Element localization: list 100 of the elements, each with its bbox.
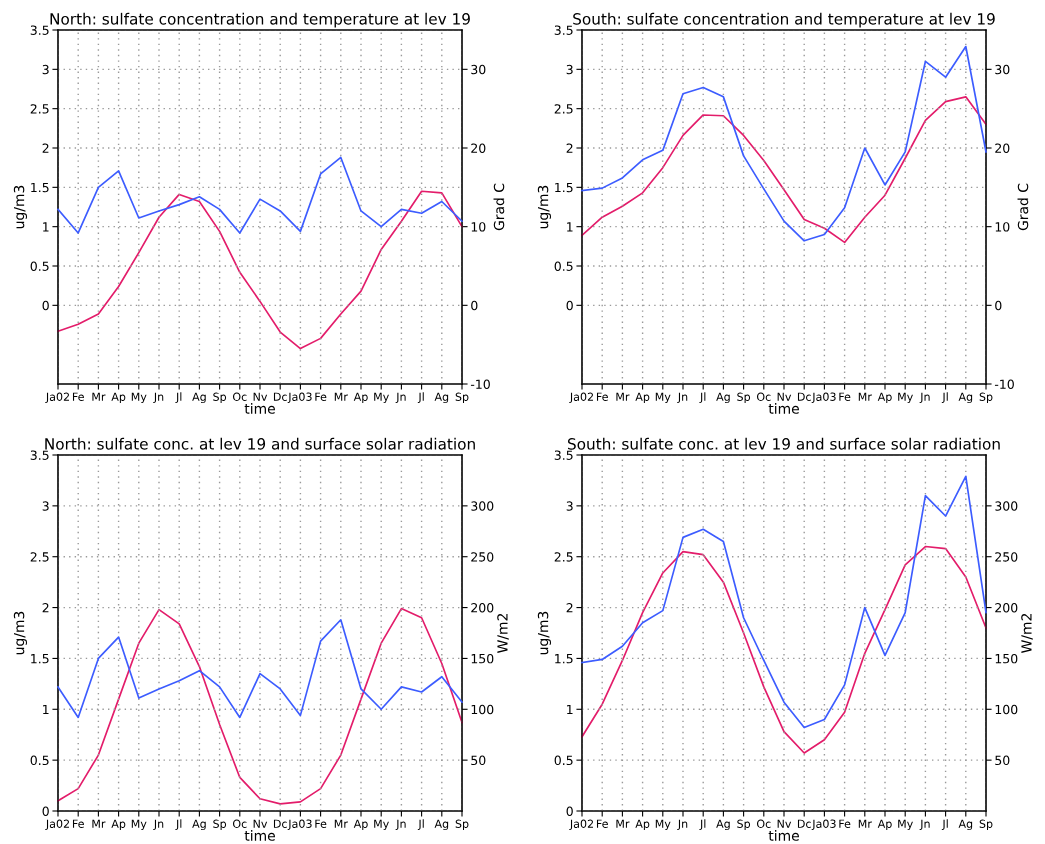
y-tick-label: 3 (42, 501, 49, 511)
x-tick-label: My (131, 819, 147, 831)
line-series (581, 45, 987, 242)
y2-tick-label: 10 (995, 222, 1010, 232)
y-tick-label: 0.5 (30, 755, 49, 766)
x-tick-label: Jl (417, 819, 424, 830)
x-tick-label: Ja02 (45, 392, 69, 403)
x-tick-label: Jn (395, 392, 406, 403)
y-tick-label: 3 (566, 501, 573, 511)
y-tick-label: 2.5 (554, 104, 573, 114)
x-tick-label: Ag (958, 819, 973, 831)
x-tick-label: Ja02 (45, 819, 69, 830)
line-series (57, 156, 463, 234)
x-tick-label: Jl (941, 392, 948, 403)
x-tick-label: Dc (273, 819, 287, 828)
x-tick-label: Ag (434, 819, 449, 831)
x-tick-label: Ja03 (811, 819, 836, 830)
x-axis-title: time (768, 830, 799, 841)
y2-tick-label: 300 (995, 501, 1018, 511)
y-tick-label: 1 (43, 704, 49, 715)
x-tick-label: Nv (777, 819, 792, 828)
x-tick-label: Jl (699, 819, 706, 830)
y2-axis-title: Grad C (493, 183, 505, 231)
line-series (57, 607, 463, 805)
y2-tick-label: 10 (471, 222, 486, 232)
x-axis-title: time (768, 403, 799, 414)
x-tick-label: Ap (353, 392, 368, 404)
x-tick-label: Dc (797, 819, 811, 828)
y-tick-label: 3 (42, 64, 49, 75)
y2-tick-label: 20 (995, 143, 1010, 153)
x-tick-label: Fe (72, 392, 84, 401)
y-tick-label: 0 (42, 300, 49, 311)
x-tick-label: Sp (455, 392, 469, 404)
y-tick-label: 0.5 (554, 261, 573, 271)
x-tick-label: Fe (596, 819, 608, 828)
x-tick-label: Sp (737, 392, 751, 404)
y-tick-label: 2 (566, 603, 573, 613)
x-tick-label: Ja02 (569, 392, 593, 403)
x-tick-label: Fe (596, 392, 608, 401)
y-tick-label: 1.5 (31, 654, 49, 664)
x-tick-label: Ja03 (287, 819, 312, 830)
line-series (57, 618, 463, 719)
x-tick-label: Ap (635, 392, 650, 404)
line-series (57, 190, 463, 350)
y-tick-label: 2 (566, 143, 573, 153)
x-tick-label: Ap (877, 392, 892, 404)
x-tick-label: Oc (757, 392, 771, 401)
x-tick-label: Fe (315, 392, 327, 401)
x-tick-label: Ap (877, 819, 892, 831)
x-tick-label: Ja02 (569, 819, 593, 830)
x-tick-label: Jl (941, 819, 948, 830)
y-axis-title: ug/m3 (537, 185, 552, 229)
y-tick-label: 0 (566, 300, 573, 311)
x-tick-label: Oc (233, 819, 247, 828)
x-tick-label: Jl (175, 819, 182, 830)
x-tick-label: Jl (699, 392, 706, 403)
x-tick-label: Jn (919, 819, 930, 830)
x-axis-title: time (244, 403, 275, 414)
x-tick-label: Jl (175, 392, 182, 403)
x-tick-label: Ag (192, 392, 206, 404)
y2-axis-title: W/m2 (497, 614, 509, 653)
x-tick-label: Ag (716, 392, 730, 404)
line-series (581, 96, 987, 244)
x-axis-title: time (244, 830, 275, 841)
x-tick-label: Nv (253, 819, 268, 828)
x-tick-label: Nv (253, 392, 268, 401)
chart-title: North: sulfate conc. at lev 19 and surface solar radiation (45, 437, 475, 450)
y-tick-label: 2 (42, 143, 49, 153)
x-tick-label: Fe (72, 819, 84, 828)
y-tick-label: 1 (567, 704, 573, 715)
x-tick-label: Jn (153, 392, 164, 403)
y2-tick-label: 250 (995, 552, 1018, 562)
y2-tick-label: 20 (471, 143, 486, 153)
x-tick-label: Fe (839, 819, 851, 828)
x-tick-label: Mr (616, 392, 630, 401)
y-tick-label: 1.5 (555, 654, 573, 664)
x-tick-label: Sp (213, 392, 227, 404)
x-tick-label: Jn (677, 392, 688, 403)
y2-tick-label: -10 (994, 379, 1014, 389)
x-tick-label: My (131, 392, 147, 404)
y-axis-title: ug/m3 (537, 611, 552, 655)
x-tick-label: My (374, 392, 389, 404)
y2-tick-label: 200 (471, 603, 494, 613)
y-tick-label: 3.5 (30, 25, 49, 35)
y-tick-label: 3.5 (30, 450, 49, 460)
y-tick-label: 0.5 (554, 755, 573, 766)
y2-tick-label: 50 (471, 755, 486, 766)
y2-tick-label: 30 (995, 64, 1010, 75)
x-tick-label: Jn (677, 819, 688, 830)
x-tick-label: Ag (958, 392, 973, 404)
x-tick-label: Mr (858, 392, 872, 401)
y-tick-label: 0 (42, 806, 49, 816)
y2-tick-label: 100 (471, 704, 494, 715)
y2-tick-label: 50 (995, 755, 1010, 766)
line-series (581, 475, 987, 729)
x-tick-label: Ag (192, 819, 206, 831)
y-tick-label: 2.5 (554, 552, 573, 562)
y-tick-label: 3.5 (554, 450, 573, 460)
y2-tick-label: 100 (995, 704, 1018, 715)
x-tick-label: Mr (92, 392, 106, 401)
